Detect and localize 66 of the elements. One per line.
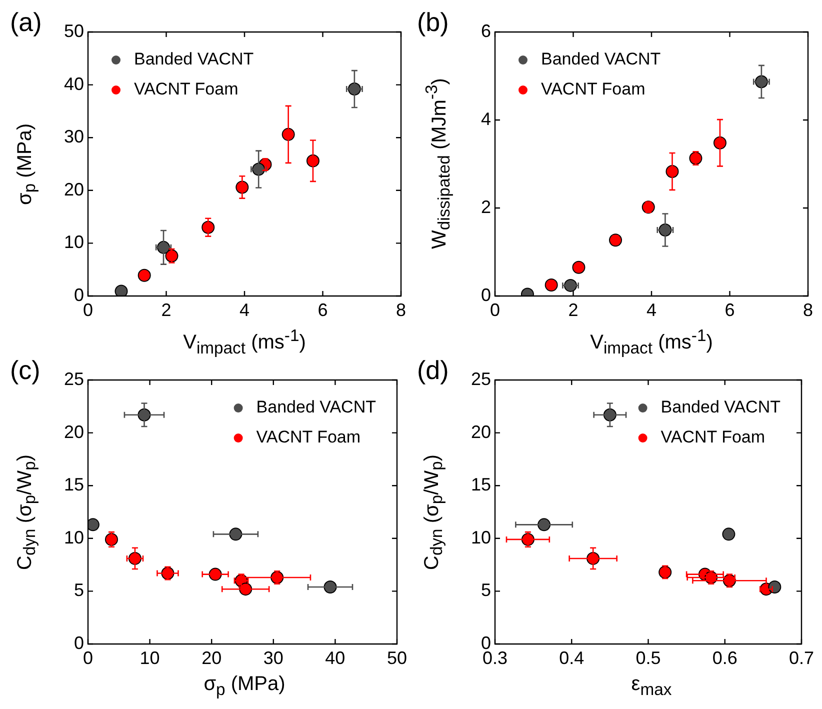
legend-label: VACNT Foam	[541, 80, 646, 99]
point	[138, 268, 151, 282]
legend-label: Banded VACNT	[541, 50, 661, 69]
y-tick-label: 10	[64, 527, 84, 548]
y-tick-label: 4	[480, 108, 491, 129]
legend-label: Banded VACNT	[134, 50, 254, 69]
y-tick-label: 40	[64, 74, 84, 94]
y-tick-label: 5	[480, 580, 491, 600]
x-tick-label: 4	[239, 300, 250, 320]
y-tick-label: 25	[64, 368, 84, 389]
x-axis-title: ε$_{max}$	[630, 672, 673, 701]
x-tick-label: 0.6	[712, 648, 738, 668]
y-tick-label: 30	[64, 126, 84, 147]
point	[713, 136, 726, 150]
y-tick-label: 15	[470, 474, 491, 495]
point	[538, 518, 551, 532]
y-tick-label: 5	[74, 580, 84, 600]
legend-label: VACNT Foam	[660, 428, 766, 447]
y-tick-label: 20	[64, 422, 84, 442]
y-tick-label: 20	[470, 422, 491, 442]
legend-label: Banded VACNT	[256, 398, 376, 417]
x-tick-label: 40	[325, 648, 346, 668]
x-tick-label: 0.7	[788, 648, 814, 668]
point	[722, 528, 736, 541]
legend-label: Banded VACNT	[660, 398, 781, 417]
chart-title: (b)	[417, 7, 449, 37]
y-tick-label: 20	[64, 179, 84, 200]
x-axis-title: V$_{impact}$ (ms$^{-1}$)	[182, 325, 307, 360]
y-tick-label: 10	[470, 527, 491, 548]
point	[104, 532, 118, 546]
x-axis-title: V$_{impact}$ (ms$^{-1}$)	[589, 325, 714, 360]
y-tick-label: 25	[470, 368, 491, 389]
x-tick-label: 20	[202, 648, 222, 668]
y-tick-label: 10	[64, 232, 84, 252]
x-tick-label: 6	[724, 300, 735, 320]
x-tick-label: 10	[140, 648, 160, 668]
x-tick-label: 0.5	[636, 648, 661, 668]
x-tick-label: 6	[318, 300, 328, 320]
chart-title: (a)	[10, 7, 42, 37]
point	[114, 284, 128, 296]
y-tick-label: 0	[74, 284, 84, 305]
point	[306, 154, 320, 168]
x-tick-label: 4	[646, 300, 657, 320]
point	[544, 278, 558, 292]
y-tick-label: 6	[480, 20, 491, 41]
chart-title: (c)	[10, 355, 40, 385]
y-tick-label: 50	[64, 20, 84, 41]
x-axis-title: σ$_{p}$ (MPa)	[202, 672, 286, 701]
x-tick-label: 2	[161, 300, 172, 320]
point	[572, 260, 586, 274]
y-tick-label: 15	[64, 474, 84, 495]
y-tick-label: 0	[74, 632, 84, 653]
y-tick-label: 0	[480, 284, 491, 305]
x-tick-label: 0.4	[559, 648, 584, 668]
x-tick-label: 30	[263, 648, 284, 668]
x-tick-label: 2	[568, 300, 578, 320]
x-tick-label: 8	[802, 300, 814, 320]
legend-label: VACNT Foam	[256, 428, 361, 447]
x-tick-label: 50	[386, 648, 408, 668]
y-tick-label: 2	[480, 196, 491, 217]
legend-label: VACNT Foam	[134, 80, 238, 99]
x-tick-label: 8	[396, 300, 406, 320]
point	[609, 234, 622, 247]
point	[324, 580, 337, 594]
point	[564, 278, 578, 292]
chart-title: (d)	[417, 355, 449, 385]
